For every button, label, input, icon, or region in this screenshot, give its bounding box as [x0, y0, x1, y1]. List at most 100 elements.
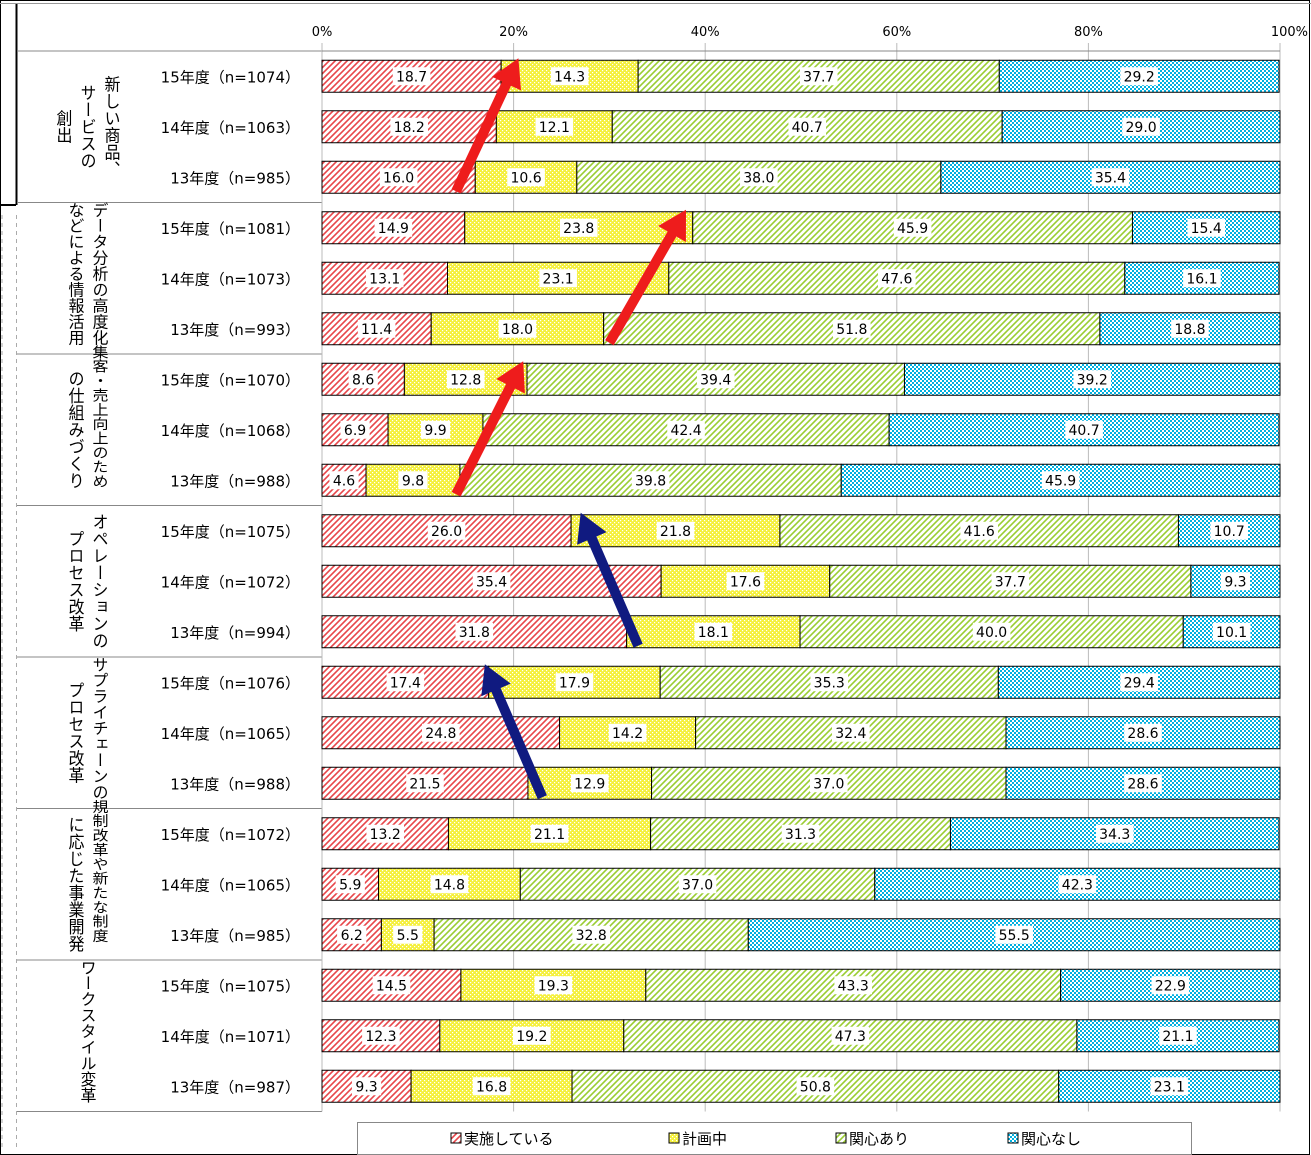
data-label: 14.9: [378, 221, 409, 237]
data-label: 37.0: [813, 776, 844, 792]
data-label: 14.3: [554, 69, 585, 85]
data-label-background: [972, 622, 1011, 641]
data-label-background: [991, 572, 1030, 591]
data-label-background: [726, 572, 765, 591]
data-label-background: [694, 622, 733, 641]
bar-segment: [1182, 615, 1281, 649]
data-label-background: [1171, 319, 1209, 338]
data-label: 12.9: [574, 776, 605, 792]
data-label: 14.8: [434, 877, 465, 893]
data-label: 23.1: [1154, 1079, 1185, 1095]
data-label: 42.3: [1062, 877, 1093, 893]
data-label-background: [893, 218, 932, 237]
category-label: データ分析の高度化: [90, 202, 109, 346]
data-label: 9.3: [355, 1079, 377, 1095]
data-label-background: [1150, 1077, 1189, 1096]
data-label: 39.4: [700, 372, 731, 388]
category-label: プロセス改革: [66, 530, 85, 632]
x-tick-label: 60%: [882, 25, 911, 40]
data-label-background: [329, 471, 359, 490]
data-label: 23.1: [543, 271, 574, 287]
row-label: 15年度（n=1076）: [161, 674, 300, 692]
category-label: オペレーションの: [90, 513, 109, 649]
data-label: 5.9: [339, 877, 361, 893]
trend-arrow: [577, 512, 643, 648]
data-label: 31.3: [785, 827, 816, 843]
data-label: 18.2: [394, 120, 425, 136]
data-label-background: [1120, 67, 1158, 86]
row-label: 13年度（n=988）: [170, 775, 300, 793]
category-label: 規制改革や新たな制度: [90, 799, 109, 943]
trend-arrow: [605, 209, 686, 346]
data-label-background: [572, 925, 610, 944]
data-label: 11.4: [361, 322, 392, 338]
trend-arrow: [481, 664, 547, 800]
data-label-background: [696, 370, 735, 389]
legend-label: 関心あり: [849, 1130, 909, 1148]
data-label-background: [472, 1077, 511, 1096]
data-label-background: [1065, 420, 1103, 439]
category-label: 創出: [54, 110, 73, 144]
data-label-background: [1041, 471, 1080, 490]
data-label-background: [472, 572, 511, 591]
category-label: などによる情報活用: [66, 202, 85, 347]
data-label-background: [351, 1077, 382, 1096]
category-label: の仕組みづくり: [66, 370, 85, 489]
data-label-background: [559, 218, 598, 237]
category-label: プロセス改革: [66, 682, 85, 784]
data-label-background: [1122, 117, 1160, 136]
data-label-background: [1220, 572, 1251, 591]
data-label-background: [535, 117, 574, 136]
data-label-background: [374, 218, 413, 237]
data-label: 38.0: [743, 170, 774, 186]
data-label: 37.7: [995, 574, 1026, 590]
legend-swatch: [1007, 1132, 1019, 1144]
data-label: 14.2: [612, 726, 643, 742]
row-label: 14年度（n=1065）: [161, 725, 300, 743]
data-label-background: [1073, 370, 1112, 389]
bar-segment: [888, 413, 1280, 447]
row-label: 13年度（n=994）: [170, 624, 300, 642]
data-label-background: [960, 521, 998, 540]
data-label: 21.1: [1162, 1029, 1193, 1045]
data-label: 8.6: [352, 372, 374, 388]
data-label-background: [1183, 269, 1221, 288]
data-label: 17.6: [730, 574, 761, 590]
data-label-background: [832, 319, 871, 338]
data-label-background: [788, 117, 827, 136]
data-label-background: [421, 723, 460, 742]
data-label: 43.3: [838, 978, 869, 994]
data-label-background: [393, 925, 423, 944]
legend-swatch: [450, 1132, 462, 1144]
data-label-background: [834, 976, 873, 995]
category-label: サービスの: [78, 84, 97, 169]
data-label: 9.3: [1224, 574, 1246, 590]
data-label-background: [740, 168, 778, 187]
data-label: 55.5: [999, 928, 1030, 944]
data-label: 17.4: [390, 675, 421, 691]
bar-segment: [380, 918, 435, 952]
data-label: 39.8: [635, 473, 666, 489]
data-label: 47.6: [881, 271, 912, 287]
legend: [357, 1122, 1192, 1155]
data-label: 16.8: [476, 1079, 507, 1095]
data-label-background: [1058, 875, 1097, 894]
data-label-background: [631, 471, 670, 490]
data-label: 32.8: [576, 928, 607, 944]
data-label: 37.0: [682, 877, 713, 893]
data-label-background: [1159, 1026, 1197, 1045]
data-label: 22.9: [1155, 978, 1186, 994]
row-label: 14年度（n=1065）: [161, 876, 300, 894]
category-label: サプライチェーンの: [90, 656, 109, 800]
legend-label: 計画中: [682, 1130, 727, 1148]
data-label-background: [995, 925, 1033, 944]
data-label: 26.0: [431, 524, 462, 540]
data-label: 6.2: [341, 928, 363, 944]
data-label: 16.1: [1186, 271, 1217, 287]
data-label-background: [1091, 168, 1130, 187]
data-label-background: [796, 1077, 835, 1096]
data-label-background: [1210, 521, 1249, 540]
legend-label: 実施している: [464, 1130, 554, 1148]
category-label: 新しい商品、: [102, 76, 121, 178]
category-label: ワークスタイル変革: [78, 959, 97, 1103]
